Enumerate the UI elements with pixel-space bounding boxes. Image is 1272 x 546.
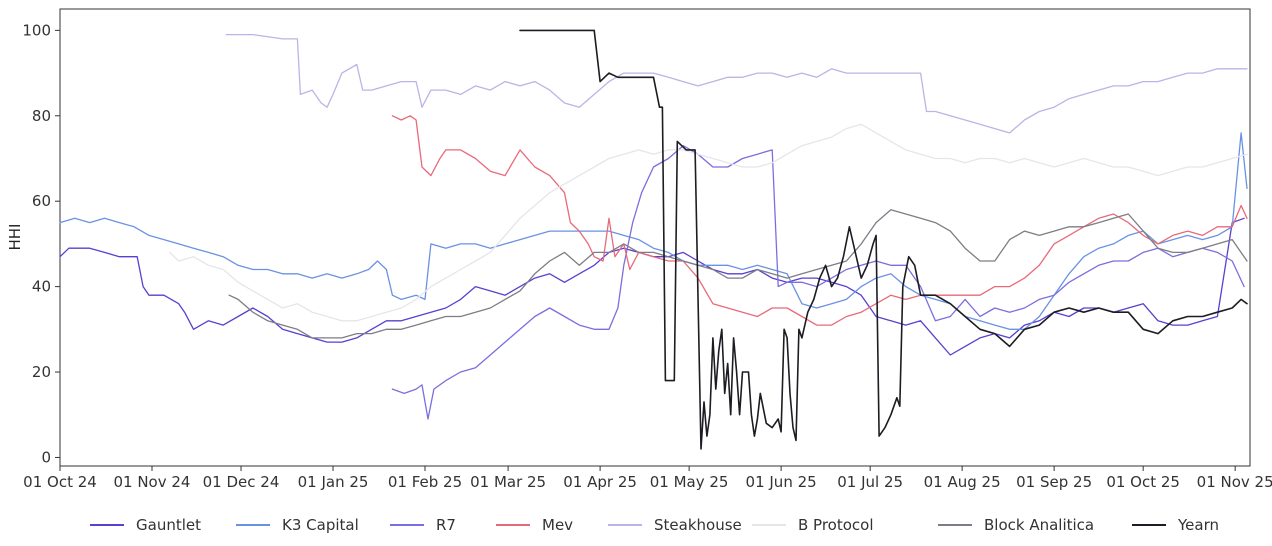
- legend-label-gauntlet: Gauntlet: [136, 516, 201, 534]
- x-tick-label: 01 Dec 24: [203, 473, 280, 491]
- legend-label-yearn: Yearn: [1177, 516, 1219, 534]
- legend-label-steakhouse: Steakhouse: [654, 516, 742, 534]
- x-tick-label: 01 Nov 24: [113, 473, 190, 491]
- legend-label-k3-capital: K3 Capital: [282, 516, 359, 534]
- y-tick-label: 0: [41, 448, 51, 466]
- y-tick-label: 100: [22, 21, 51, 39]
- y-tick-label: 60: [32, 192, 51, 210]
- x-tick-label: 01 Jun 25: [746, 473, 817, 491]
- series-line-gauntlet: [59, 217, 1245, 356]
- legend: Gauntlet K3 Capital R7 Mev Steakhouse B Proto…: [90, 516, 1219, 534]
- x-tick-label: 01 Jan 25: [298, 473, 369, 491]
- series-line-steakhouse: [225, 33, 1248, 134]
- x-tick-label: 01 Feb 25: [388, 473, 462, 491]
- x-tick-label: 01 Jul 25: [837, 473, 903, 491]
- x-tick-label: 01 Oct 25: [1106, 473, 1180, 491]
- y-tick-label: 20: [32, 363, 51, 381]
- legend-label-block-analitica: Block Analitica: [984, 516, 1094, 534]
- series-line-mev: [391, 115, 1248, 326]
- series-line-r7: [391, 145, 1245, 420]
- legend-label-r7: R7: [436, 516, 456, 534]
- x-tick-label: 01 Apr 25: [563, 473, 637, 491]
- y-tick-label: 80: [32, 107, 51, 125]
- x-tick-label: 01 Aug 25: [924, 473, 1001, 491]
- x-tick-label: 01 May 25: [650, 473, 729, 491]
- series-layer: [59, 29, 1248, 450]
- y-tick-label: 40: [32, 278, 51, 296]
- y-axis: 0 20 40 60 80 100: [22, 21, 60, 466]
- x-tick-label: 01 Sep 25: [1016, 473, 1092, 491]
- series-line-yearn: [519, 29, 1248, 450]
- plot-area-frame: [59, 8, 1251, 467]
- x-tick-label: 01 Nov 25: [1197, 473, 1272, 491]
- series-line-b-protocol: [169, 123, 1248, 322]
- x-tick-label: 01 Oct 24: [23, 473, 97, 491]
- series-line-block-analitica: [228, 209, 1248, 339]
- x-tick-label: 01 Mar 25: [470, 473, 546, 491]
- legend-label-b-protocol: B Protocol: [798, 516, 874, 534]
- legend-label-mev: Mev: [542, 516, 573, 534]
- x-axis: 01 Oct 24 01 Nov 24 01 Dec 24 01 Jan 25 01 F…: [23, 466, 1272, 491]
- y-axis-title: HHI: [6, 224, 24, 251]
